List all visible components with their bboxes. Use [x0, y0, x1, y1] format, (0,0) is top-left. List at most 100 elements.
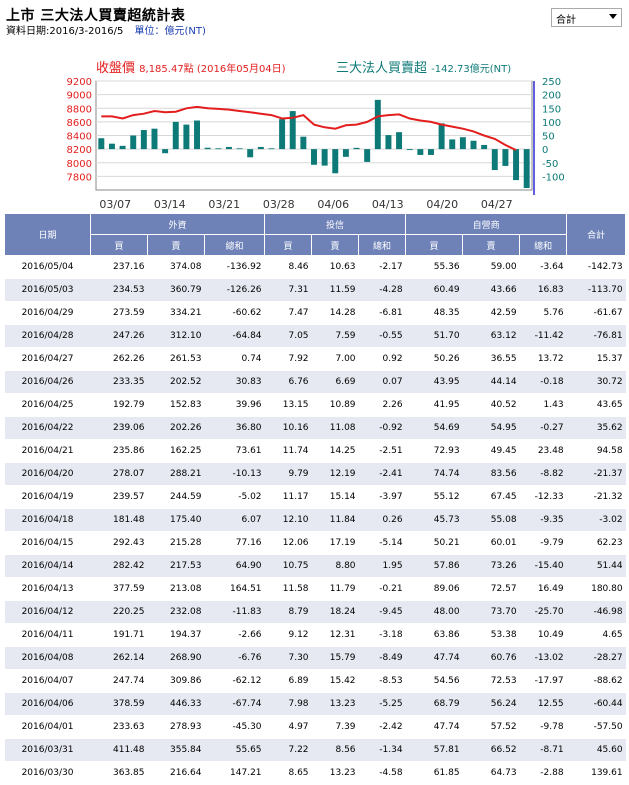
row-value: 446.33	[147, 692, 205, 716]
net-buy-legend: 三大法人買賣超 -142.73億元(NT)	[336, 57, 511, 76]
row-value: 192.79	[90, 393, 148, 417]
row-value: 374.08	[147, 255, 205, 279]
row-value: 30.83	[204, 370, 265, 394]
row-value: -12.33	[519, 485, 567, 509]
right-tick-label: 200	[542, 91, 561, 102]
row-value: 6.89	[264, 669, 312, 693]
row-value: -8.49	[358, 646, 406, 670]
net-bar	[481, 144, 488, 150]
net-bar	[427, 149, 434, 155]
header-dealer-buy: 買	[405, 234, 464, 256]
row-value: -0.21	[358, 577, 406, 601]
row-value: 83.56	[462, 462, 520, 486]
net-bar	[257, 146, 264, 150]
row-value: 215.28	[147, 531, 205, 555]
row-value: 180.80	[566, 577, 626, 601]
row-value: 1.95	[358, 554, 406, 578]
row-value: -8.82	[519, 462, 567, 486]
row-value: -60.44	[566, 692, 626, 716]
row-value: 15.42	[311, 669, 359, 693]
row-value: 36.80	[204, 416, 265, 440]
net-bar	[523, 149, 530, 189]
table-row: 2016/04/11 191.71 194.37 -2.66 9.12 12.31 -3.1…	[4, 623, 626, 647]
net-bar	[513, 149, 520, 181]
table-row: 2016/04/07 247.74 309.86 -62.12 6.89 15.42 -8.…	[4, 669, 626, 693]
row-value: -1.34	[358, 738, 406, 762]
row-value: 47.74	[405, 646, 463, 670]
row-value: -3.64	[519, 255, 567, 279]
row-value: 61.85	[405, 761, 463, 785]
row-value: 72.93	[405, 439, 463, 463]
row-value: 164.51	[204, 577, 265, 601]
row-value: -6.76	[204, 646, 265, 670]
institutional-chart: 9200 9000 8800 8600 8400 8200 8000 7800 250 200 15…	[67, 77, 565, 211]
row-date: 2016/04/12	[4, 600, 91, 624]
row-value: 239.57	[90, 485, 148, 509]
table-row: 2016/04/15 292.43 215.28 77.16 12.06 17.19 -5.…	[4, 531, 626, 555]
row-value: 6.07	[204, 508, 265, 532]
net-bar	[459, 137, 466, 150]
net-bar	[162, 149, 169, 154]
row-value: 45.73	[405, 508, 463, 532]
net-bar	[364, 149, 371, 162]
row-value: 237.16	[90, 255, 148, 279]
row-date: 2016/04/21	[4, 439, 91, 463]
date-range-info: 資料日期:2016/3-2016/5 單位：億元(NT)	[6, 22, 206, 37]
row-value: -46.98	[566, 600, 626, 624]
table-row: 2016/04/21 235.86 162.25 73.61 11.74 14.25 -2.…	[4, 439, 626, 463]
table-row: 2016/04/06 378.59 446.33 -67.74 7.98 13.23 -5.…	[4, 692, 626, 716]
page-title: 上市 三大法人買賣超統計表	[6, 8, 186, 24]
row-value: 43.95	[405, 370, 463, 394]
row-value: 233.35	[90, 370, 148, 394]
header-foreign-buy: 買	[90, 234, 148, 256]
row-value: 162.25	[147, 439, 205, 463]
row-value: -136.92	[204, 255, 265, 279]
date-range: 資料日期:2016/3-2016/5	[6, 26, 124, 37]
row-value: 233.63	[90, 715, 148, 739]
row-value: -9.35	[519, 508, 567, 532]
row-value: 7.05	[264, 324, 312, 348]
table-row: 2016/04/14 282.42 217.53 64.90 10.75 8.80 1.95…	[4, 554, 626, 578]
x-tick-label: 04/27	[481, 198, 513, 211]
row-value: 50.26	[405, 347, 463, 371]
row-date: 2016/04/18	[4, 508, 91, 532]
row-value: -2.17	[358, 255, 406, 279]
row-value: 60.01	[462, 531, 520, 555]
row-value: 23.48	[519, 439, 567, 463]
row-value: 7.59	[311, 324, 359, 348]
row-value: -5.02	[204, 485, 265, 509]
row-value: 194.37	[147, 623, 205, 647]
row-value: 11.84	[311, 508, 359, 532]
net-bar	[374, 99, 381, 150]
type-select[interactable]: 合計	[551, 8, 622, 27]
row-value: 202.26	[147, 416, 205, 440]
row-value: 51.44	[566, 554, 626, 578]
table-row: 2016/04/22 239.06 202.26 36.80 10.16 11.08 -0.…	[4, 416, 626, 440]
row-value: -60.62	[204, 301, 265, 325]
row-value: -76.81	[566, 324, 626, 348]
row-value: 0.26	[358, 508, 406, 532]
row-value: -21.37	[566, 462, 626, 486]
row-value: -8.53	[358, 669, 406, 693]
row-value: 363.85	[90, 761, 148, 785]
row-value: -62.12	[204, 669, 265, 693]
row-value: 7.30	[264, 646, 312, 670]
row-value: 139.61	[566, 761, 626, 785]
row-value: 355.84	[147, 738, 205, 762]
row-value: 7.00	[311, 347, 359, 371]
table-body: 2016/05/04 237.16 374.08 -136.92 8.46 10.63 -2…	[4, 255, 626, 785]
net-bar	[353, 147, 360, 150]
row-value: 147.21	[204, 761, 265, 785]
row-date: 2016/04/20	[4, 462, 91, 486]
left-tick-label: 8800	[67, 104, 92, 115]
row-value: 4.97	[264, 715, 312, 739]
row-value: 55.08	[462, 508, 520, 532]
header-date: 日期	[4, 213, 91, 256]
chevron-down-icon	[609, 14, 617, 19]
right-tick-label: 150	[542, 104, 561, 115]
row-date: 2016/04/06	[4, 692, 91, 716]
table-row: 2016/03/31 411.48 355.84 55.65 7.22 8.56 -1.34…	[4, 738, 626, 762]
row-value: 30.72	[566, 370, 626, 394]
row-value: 12.06	[264, 531, 312, 555]
left-tick-label: 8000	[67, 159, 92, 170]
